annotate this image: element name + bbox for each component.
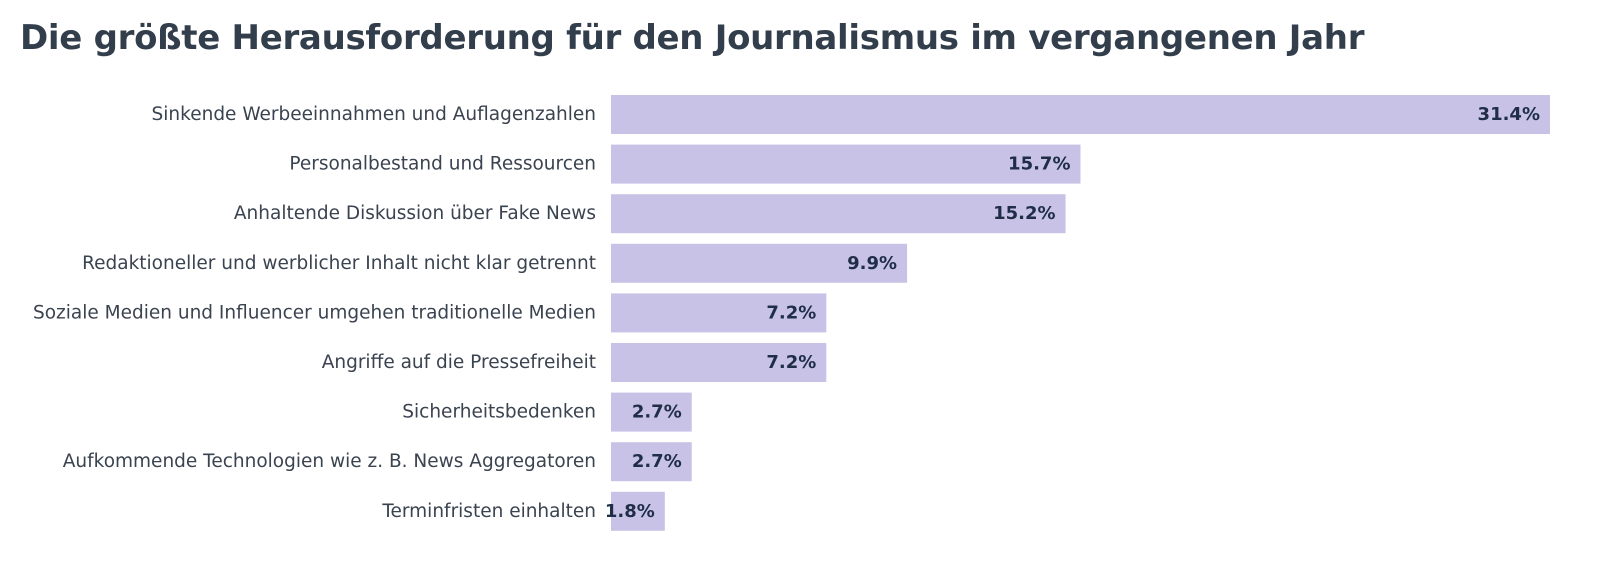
category-label: Aufkommende Technologien wie z. B. News … bbox=[63, 451, 596, 472]
category-label: Angriffe auf die Pressefreiheit bbox=[322, 352, 596, 373]
value-label: 31.4% bbox=[1478, 104, 1540, 125]
bar-row: Aufkommende Technologien wie z. B. News … bbox=[63, 442, 692, 482]
bar bbox=[611, 293, 827, 333]
bar bbox=[611, 343, 827, 382]
bar-row: Angriffe auf die Pressefreiheit 7.2% bbox=[322, 343, 827, 382]
value-label: 2.7% bbox=[632, 402, 682, 423]
category-label: Anhaltende Diskussion über Fake News bbox=[234, 203, 596, 224]
bar-row: Anhaltende Diskussion über Fake News 15.2… bbox=[234, 194, 1066, 234]
bar-row: Terminfristen einhalten 1.8% bbox=[381, 491, 665, 531]
value-label: 7.2% bbox=[766, 352, 816, 373]
value-label: 2.7% bbox=[632, 451, 682, 472]
bar bbox=[611, 491, 665, 531]
bar-row: Sinkende Werbeeinnahmen und Auflagenzahl… bbox=[152, 95, 1550, 134]
bar-row: Redaktioneller und werblicher Inhalt nic… bbox=[82, 243, 908, 283]
category-label: Soziale Medien und Influencer umgehen tr… bbox=[33, 302, 596, 323]
category-label: Sinkende Werbeeinnahmen und Auflagenzahl… bbox=[152, 104, 596, 125]
bar bbox=[611, 243, 908, 283]
category-label: Redaktioneller und werblicher Inhalt nic… bbox=[82, 253, 596, 274]
category-label: Sicherheitsbedenken bbox=[402, 402, 596, 423]
bar bbox=[611, 95, 1550, 134]
bar bbox=[611, 194, 1066, 234]
category-label: Terminfristen einhalten bbox=[381, 501, 596, 522]
value-label: 9.9% bbox=[847, 253, 897, 274]
bar bbox=[611, 144, 1081, 184]
value-label: 1.8% bbox=[605, 501, 655, 522]
bar-row: Sicherheitsbedenken 2.7% bbox=[402, 392, 692, 432]
value-label: 15.2% bbox=[993, 203, 1055, 224]
bar bbox=[611, 392, 692, 432]
chart-title: Die größte Herausforderung für den Journ… bbox=[20, 18, 1365, 58]
bar bbox=[611, 442, 692, 482]
value-label: 7.2% bbox=[766, 302, 816, 323]
value-label: 15.7% bbox=[1008, 154, 1070, 175]
bar-row: Personalbestand und Ressourcen 15.7% bbox=[289, 144, 1081, 184]
bar-row: Soziale Medien und Influencer umgehen tr… bbox=[33, 293, 827, 333]
category-label: Personalbestand und Ressourcen bbox=[289, 154, 596, 175]
